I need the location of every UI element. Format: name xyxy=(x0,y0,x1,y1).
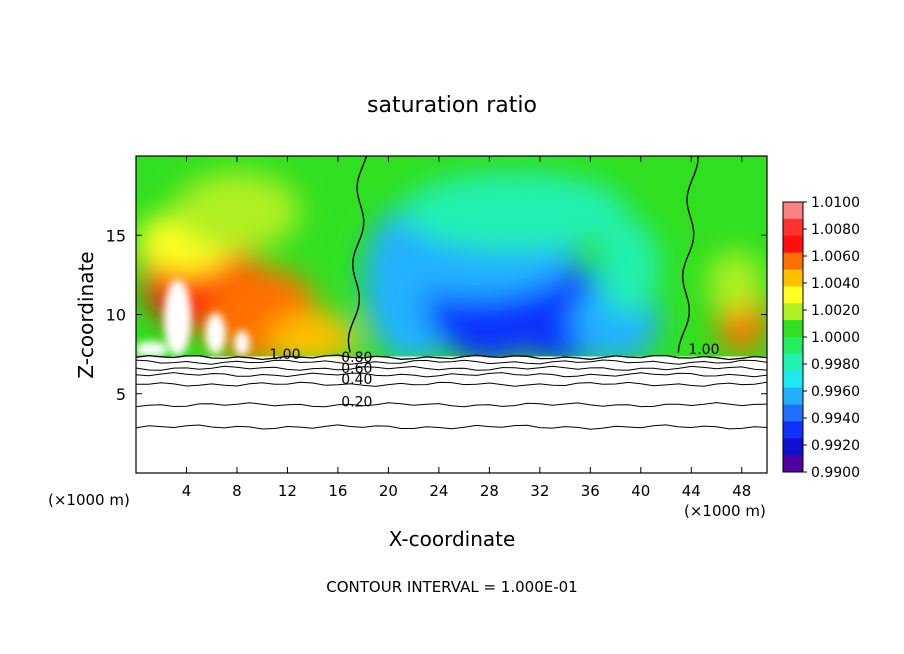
x-tick-label: 48 xyxy=(732,482,751,500)
y-tick-label: 5 xyxy=(116,385,126,404)
contour-line xyxy=(136,354,767,361)
colorbar-swatch xyxy=(783,320,803,338)
masked-region xyxy=(234,330,250,356)
masked-region xyxy=(205,312,226,355)
x-tick-label: 12 xyxy=(278,482,297,500)
contour-label: 0.60 xyxy=(341,361,372,377)
colorbar-label: 1.0020 xyxy=(811,303,860,319)
field-region xyxy=(268,312,357,364)
colorbar-label: 0.9920 xyxy=(811,438,860,454)
y-tick-label: 10 xyxy=(106,306,126,325)
x-tick-label: 44 xyxy=(682,482,701,500)
x-tick-label: 36 xyxy=(581,482,600,500)
field-region xyxy=(173,171,301,252)
contour-line xyxy=(136,372,767,378)
colorbar-label: 1.0100 xyxy=(811,195,860,211)
contour-line xyxy=(136,359,767,365)
colorbar-label: 1.0060 xyxy=(811,249,860,265)
colorbar-swatch xyxy=(783,218,803,237)
x-tick-label: 28 xyxy=(480,482,499,500)
x-tick-label: 40 xyxy=(631,482,650,500)
x-unit-left: (×1000 m) xyxy=(48,491,130,509)
colorbar-swatch xyxy=(783,269,803,287)
contour-label: 0.80 xyxy=(341,350,372,366)
x-tick-label: 20 xyxy=(379,482,398,500)
plot-area xyxy=(136,156,767,473)
contour-label: 0.20 xyxy=(341,394,372,410)
colorbar-swatch xyxy=(783,235,803,254)
colorbar-swatch xyxy=(783,421,803,439)
contour-line xyxy=(136,381,767,387)
x-axis: 4 8 12 16 20 24 28 32 36 40 44 48 xyxy=(182,156,751,500)
colorbar-label: 0.9960 xyxy=(811,384,860,400)
colorbar-swatch xyxy=(783,252,803,270)
contour-label: 1.00 xyxy=(269,347,300,363)
x-tick-label: 16 xyxy=(328,482,347,500)
colorbar-label: 0.9900 xyxy=(811,465,860,481)
y-axis: 5 10 15 xyxy=(106,226,767,404)
colorbar-label: 1.0080 xyxy=(811,222,860,238)
x-tick-label: 32 xyxy=(530,482,549,500)
masked-region xyxy=(163,279,192,356)
colorbar-label: 0.9940 xyxy=(811,411,860,427)
masked-region xyxy=(136,341,168,358)
colorbar-swatch xyxy=(783,202,803,220)
contour-boundary-line xyxy=(347,156,368,353)
chart-title: saturation ratio xyxy=(367,93,537,118)
contour-labels: 1.00 0.800.600.40 0.20 1.00 xyxy=(269,342,719,410)
colorbar-swatch xyxy=(783,286,803,304)
colorbar-swatch xyxy=(783,438,803,456)
contour-label: 0.40 xyxy=(341,372,372,388)
colorbar-swatch xyxy=(783,370,803,389)
colorbar-swatch xyxy=(783,337,803,355)
field-region xyxy=(707,251,764,315)
field-region xyxy=(401,171,629,252)
contour-line xyxy=(136,365,767,371)
field-region xyxy=(596,219,660,315)
contour-boundary-line xyxy=(677,156,699,353)
colorbar-swatch xyxy=(783,455,803,473)
contour-line xyxy=(136,402,767,408)
contour-line xyxy=(136,424,767,430)
colorbar-swatch xyxy=(783,404,803,422)
colorbar-swatch xyxy=(783,303,803,321)
y-axis-label: Z-coordinate xyxy=(74,251,98,378)
colorbar-label: 1.0040 xyxy=(811,276,860,292)
contour-label: 1.00 xyxy=(688,342,719,358)
y-tick-label: 15 xyxy=(106,226,126,245)
colorbar: 1.0100 1.0080 1.0060 1.0040 1.0020 1.0000 0.99… xyxy=(782,195,860,481)
colorbar-label: 0.9980 xyxy=(811,357,860,373)
x-axis-label: X-coordinate xyxy=(389,527,516,551)
contour-interval-note: CONTOUR INTERVAL = 1.000E-01 xyxy=(326,578,577,596)
colorbar-swatch xyxy=(783,387,803,405)
x-tick-label: 24 xyxy=(429,482,448,500)
colorbar-label: 1.0000 xyxy=(811,330,860,346)
x-tick-label: 8 xyxy=(232,482,242,500)
colorbar-swatch xyxy=(783,353,803,372)
x-unit-right: (×1000 m) xyxy=(684,502,766,520)
x-tick-label: 4 xyxy=(182,482,192,500)
